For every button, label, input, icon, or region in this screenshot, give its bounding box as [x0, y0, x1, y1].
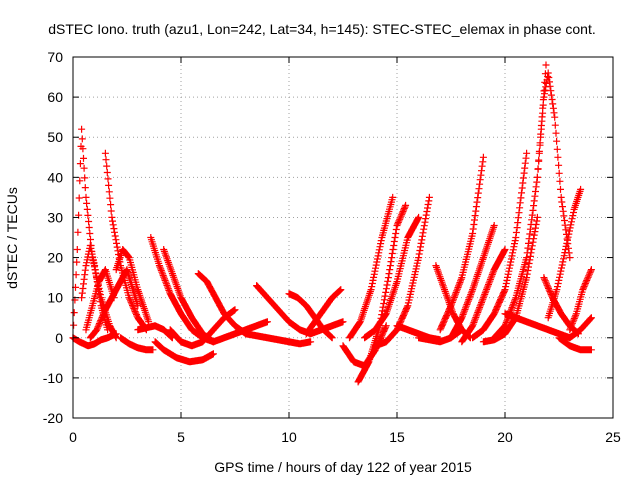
series-arc [209, 318, 271, 346]
data-point-markers [458, 246, 509, 346]
series-arc [458, 246, 509, 346]
series-arc [242, 330, 315, 348]
data-point-markers [447, 222, 498, 342]
series-arc [302, 286, 345, 338]
series-arc [469, 149, 531, 342]
series-arc [307, 318, 347, 338]
series-arc [134, 322, 176, 342]
data-point-markers [112, 246, 153, 326]
x-tick-label: 25 [605, 429, 621, 445]
chart-title: dSTEC Iono. truth (azu1, Lon=242, Lat=34… [48, 21, 595, 37]
series-arc [555, 334, 595, 354]
y-axis-label: dSTEC / TECUs [4, 187, 20, 289]
data-point-markers [307, 318, 347, 338]
data-point-markers [253, 282, 315, 338]
series-arc [151, 338, 217, 366]
data-point-markers [469, 149, 531, 342]
data-point-markers [242, 330, 315, 348]
y-tick-label: 60 [47, 89, 63, 105]
data-point-markers [194, 270, 250, 338]
y-tick-label: 0 [55, 330, 63, 346]
data-point-markers [544, 185, 585, 322]
y-tick-label: 50 [47, 129, 63, 145]
series-arc [501, 310, 595, 342]
series-arc [112, 246, 153, 326]
data-point-markers [501, 310, 595, 342]
y-tick-label: 30 [47, 209, 63, 225]
series-arc [544, 185, 585, 322]
series-arc [69, 125, 120, 342]
y-tick-label: -10 [43, 370, 63, 386]
data-point-markers [346, 193, 397, 342]
series-arc [82, 266, 118, 334]
series-arc [447, 222, 498, 342]
y-tick-label: 70 [47, 49, 63, 65]
series-arc [354, 201, 410, 386]
data-point-markers [555, 334, 595, 354]
x-tick-label: 15 [389, 429, 405, 445]
plot-frame [72, 56, 614, 419]
series-arc [117, 334, 157, 354]
data-point-markers [566, 266, 595, 334]
y-tick-label: -20 [43, 410, 63, 426]
series-arc [253, 282, 315, 338]
y-tick-label: 20 [47, 250, 63, 266]
x-axis-label: GPS time / hours of day 122 of year 2015 [214, 459, 472, 475]
data-point-markers [69, 125, 120, 342]
data-marks [69, 61, 595, 386]
series-arc [533, 69, 574, 262]
axis-ticks: 0 5 10 15 20 25 -20 -10 0 10 20 30 40 50 60 70 [43, 49, 621, 445]
x-tick-label: 0 [69, 429, 77, 445]
data-point-markers [134, 322, 176, 342]
data-point-markers [78, 242, 112, 334]
y-tick-label: 40 [47, 169, 63, 185]
data-point-markers [302, 286, 345, 338]
x-tick-label: 5 [177, 429, 185, 445]
data-point-markers [436, 153, 487, 334]
y-tick-label: 10 [47, 290, 63, 306]
x-tick-label: 20 [497, 429, 513, 445]
data-point-markers [82, 266, 118, 334]
data-point-markers [361, 213, 423, 342]
data-point-markers [117, 334, 157, 354]
series-arc [194, 270, 250, 338]
series-arc [566, 266, 595, 334]
series-arc [436, 153, 487, 334]
data-point-markers [151, 338, 217, 366]
data-point-markers [209, 318, 271, 346]
data-point-markers [533, 69, 574, 262]
series-arc [361, 213, 423, 342]
series-arc [78, 242, 112, 334]
data-point-markers [354, 201, 410, 386]
series-arc [346, 193, 397, 342]
x-tick-label: 10 [281, 429, 297, 445]
